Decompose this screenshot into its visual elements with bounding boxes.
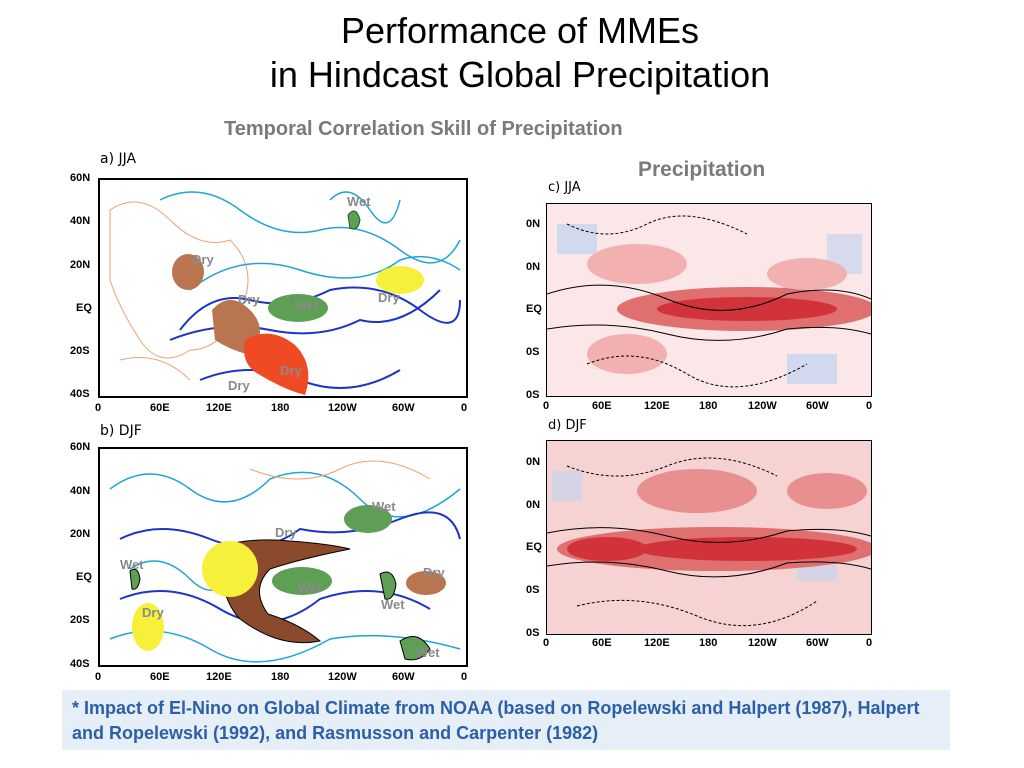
panel-d-lon-60e: 60E (592, 637, 612, 649)
panel-b-lat-60n: 60N (70, 441, 91, 453)
panel-b-label: b) DJF (100, 423, 142, 439)
dry-label-maritime-djf: Dry (275, 525, 297, 540)
panel-a-lat-eq: EQ (76, 302, 92, 314)
panel-b-lon-120e: 120E (206, 671, 232, 683)
panel-c-lon-0-end: 0 (866, 400, 873, 412)
panel-b-lon-120w: 120W (328, 671, 357, 683)
panel-d-lat-4: 0S (526, 584, 540, 596)
panel-b-lat-40s: 40S (70, 658, 90, 670)
dry-label-brazil-djf: Dry (423, 565, 445, 580)
map-c-graphic (547, 204, 871, 396)
panel-b-lon-180: 180 (271, 671, 290, 683)
panel-c-label: c) JJA (548, 180, 581, 195)
panel-c-lat-eq: EQ (526, 303, 542, 315)
panel-c-lon-120w: 120W (748, 400, 777, 412)
panel-d-lon-0: 0 (543, 637, 550, 649)
panel-b-lon-60w: 60W (392, 671, 415, 683)
map-panel-d (546, 440, 872, 635)
wet-label-peru-djf: Wet (381, 597, 405, 612)
dry-label-south-jja: Dry (228, 378, 250, 393)
wet-label-pacific-djf: Wet (298, 580, 322, 595)
map-d-graphic (547, 441, 871, 634)
panel-a-lon-180: 180 (271, 402, 290, 414)
panel-c-lat-5: 0S (526, 389, 540, 401)
panel-d-lon-0-end: 0 (866, 637, 873, 649)
panel-c-lat-4: 0S (526, 346, 540, 358)
panel-d-lat-1: 0N (526, 456, 541, 468)
wet-label-south-djf: Wet (416, 645, 440, 660)
wet-label-north-jja: Wet (347, 194, 371, 209)
slide-title-line2: in Hindcast Global Precipitation (269, 54, 771, 95)
panel-b-lon-0-end: 0 (461, 671, 468, 683)
panel-b-lon-60e: 60E (150, 671, 170, 683)
panel-d-lon-120e: 120E (644, 637, 670, 649)
panel-a-lon-120e: 120E (206, 402, 232, 414)
panel-c-lon-0: 0 (543, 400, 550, 412)
wet-label-north-djf: Wet (372, 499, 396, 514)
subtitle-precipitation: Precipitation (638, 158, 766, 181)
footnote-box: * Impact of El-Nino on Global Climate fr… (62, 690, 950, 750)
panel-a-lon-0-end: 0 (461, 402, 468, 414)
panel-d-lat-eq: EQ (526, 541, 542, 553)
panel-d-lat-5: 0S (526, 627, 540, 639)
panel-d-lon-120w: 120W (748, 637, 777, 649)
map-a-graphic: Dry Dry Wet Dry Wet Dry Dry (109, 191, 461, 395)
panel-b-lat-eq: EQ (76, 571, 92, 583)
panel-c-lon-60w: 60W (806, 400, 829, 412)
panel-a-lat-40s: 40S (70, 388, 90, 400)
wet-label-africa-djf: Wet (120, 557, 144, 572)
dry-label-australia-jja: Dry (280, 363, 302, 378)
panel-b-lat-20n: 20N (70, 528, 91, 540)
wet-label-pacific-jja: Wet (295, 298, 319, 313)
panel-c-lon-60e: 60E (592, 400, 612, 412)
panel-d-label: d) DJF (548, 418, 587, 433)
panel-b-lat-20s: 20S (70, 614, 90, 626)
map-panel-b: Dry Wet Wet Wet Dry Wet Dry Wet (98, 447, 468, 667)
panel-a-lon-60e: 60E (150, 402, 170, 414)
panel-a-label: a) JJA (100, 151, 137, 167)
panel-a-lat-20s: 20S (70, 345, 90, 357)
dry-label-africa-jja: Dry (192, 252, 214, 267)
panel-d-lon-180: 180 (699, 637, 718, 649)
panel-b-lon-0: 0 (95, 671, 102, 683)
panel-d-lat-2: 0N (526, 499, 541, 511)
panel-c-lat-2: 0N (526, 261, 541, 273)
panel-c-lat-1: 0N (526, 218, 541, 230)
subtitle-correlation: Temporal Correlation Skill of Precipitat… (224, 118, 623, 140)
map-b-graphic: Dry Wet Wet Wet Dry Wet Dry Wet (109, 460, 461, 663)
dry-label-caribbean-jja: Dry (378, 290, 400, 305)
dry-label-indonesia-jja: Dry (238, 292, 260, 307)
panel-a-lat-40n: 40N (70, 215, 91, 227)
panel-c-lon-120e: 120E (644, 400, 670, 412)
map-panel-a: Dry Dry Wet Dry Wet Dry Dry (98, 178, 468, 398)
panel-a-lat-20n: 20N (70, 259, 91, 271)
panel-a-lon-60w: 60W (392, 402, 415, 414)
slide-title-line1: Performance of MMEs (340, 10, 700, 51)
panel-c-lon-180: 180 (699, 400, 718, 412)
panel-d-lon-60w: 60W (806, 637, 829, 649)
dry-label-southafrica-djf: Dry (142, 605, 164, 620)
panel-a-lon-120w: 120W (328, 402, 357, 414)
map-panel-c (546, 203, 872, 397)
panel-a-lat-60n: 60N (70, 172, 91, 184)
panel-a-lon-0: 0 (95, 402, 102, 414)
panel-b-lat-40n: 40N (70, 485, 91, 497)
